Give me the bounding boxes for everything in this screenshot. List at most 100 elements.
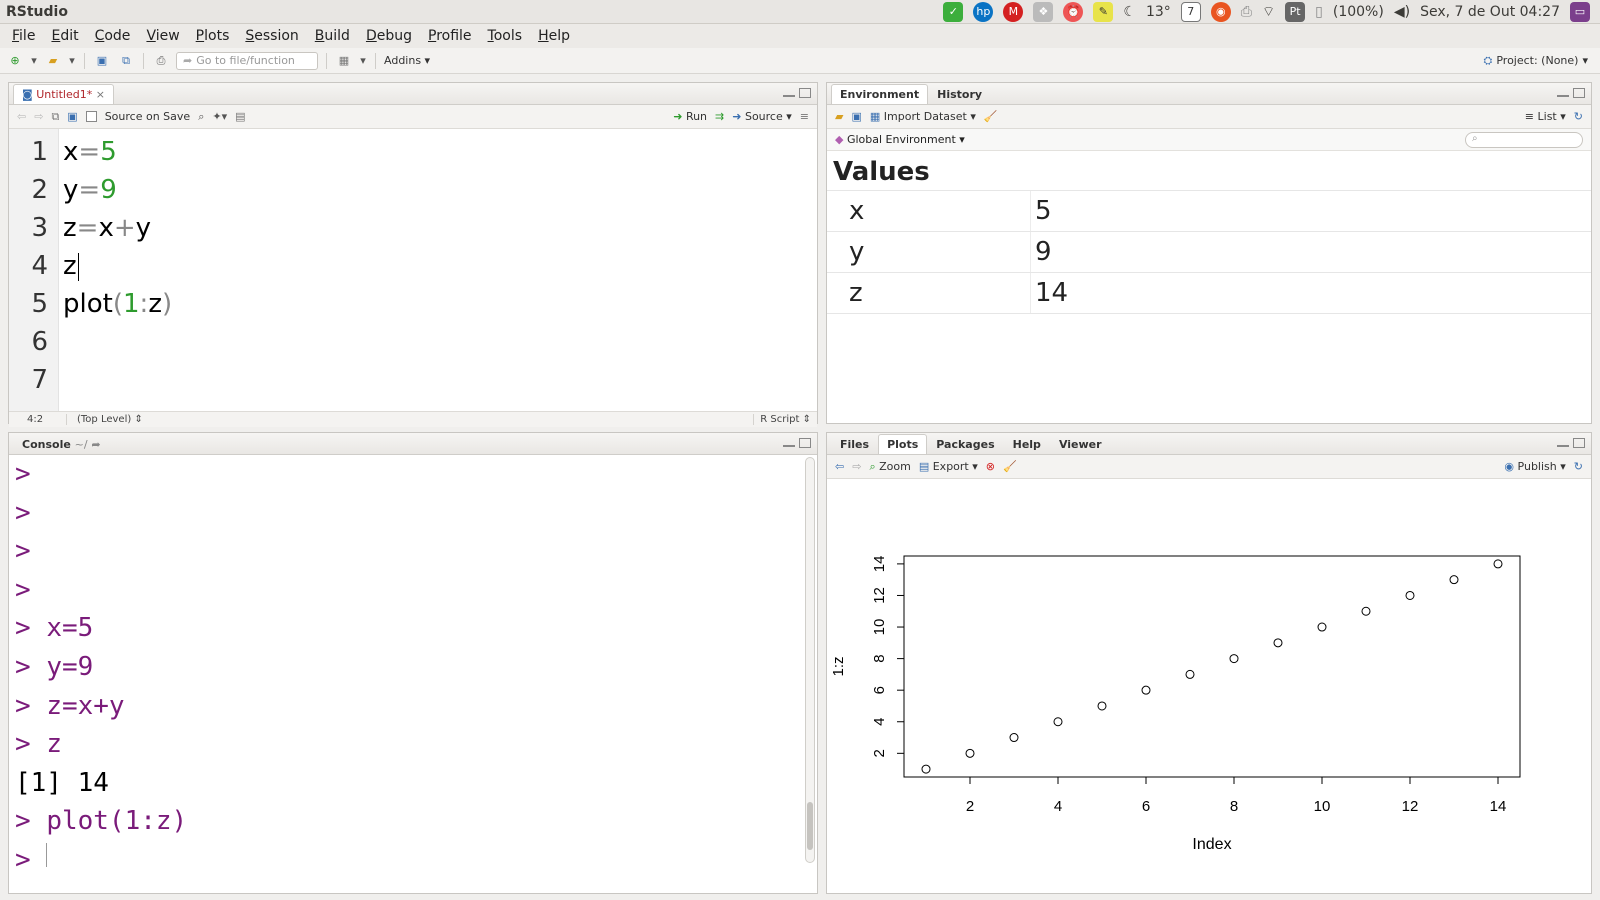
code-editor[interactable]: 1 2 3 4 5 6 7 x=5 y=9 z=x+y z plot(1:z) (9, 129, 817, 411)
save-workspace-icon[interactable]: ▣ (851, 110, 862, 123)
tab-environment[interactable]: Environment (831, 84, 929, 104)
maximize-icon[interactable] (799, 438, 811, 448)
tab-plots[interactable]: Plots (878, 434, 928, 454)
dropbox-icon[interactable]: ❖ (1033, 1, 1054, 22)
menu-session[interactable]: Session (245, 28, 299, 44)
minimize-icon[interactable] (783, 443, 795, 447)
open-file-icon[interactable]: ▰ (48, 54, 58, 67)
tab-untitled1[interactable]: ◙ Untitled1* × (13, 84, 114, 104)
clear-plots-broom-icon[interactable]: 🧹 (1003, 460, 1017, 473)
next-plot-icon[interactable]: ⇨ (852, 460, 862, 473)
printer-icon[interactable]: ⎙ (1240, 3, 1252, 20)
ubuntu-one-icon[interactable]: ◉ (1210, 1, 1231, 22)
load-workspace-icon[interactable]: ▰ (835, 110, 844, 123)
code-line-6[interactable] (63, 323, 172, 361)
tab-files[interactable]: Files (840, 438, 870, 451)
weather-temp[interactable]: 13° (1145, 3, 1171, 20)
maximize-icon[interactable] (1573, 88, 1585, 98)
view-mode-selector[interactable]: ≡ List ▾ (1524, 110, 1566, 123)
close-tab-icon[interactable]: × (95, 88, 105, 101)
menu-code[interactable]: Code (94, 28, 131, 44)
new-file-icon[interactable]: ⊕ (10, 54, 20, 67)
show-in-window-icon[interactable]: ⧉ (51, 109, 60, 123)
scrollbar-thumb[interactable] (807, 802, 813, 850)
search-icon[interactable]: ⌕ (198, 109, 205, 123)
new-file-dropdown-icon[interactable]: ▾ (31, 54, 37, 67)
publish-button[interactable]: ◉ Publish ▾ (1504, 460, 1566, 473)
save-all-icon[interactable]: ⧉ (122, 53, 130, 67)
print-icon[interactable]: ⎙ (156, 53, 166, 67)
clear-broom-icon[interactable]: 🧹 (983, 110, 998, 123)
menu-edit[interactable]: Edit (51, 28, 79, 44)
env-row[interactable]: x 5 (827, 191, 1591, 232)
layout-dropdown-icon[interactable]: ▾ (360, 54, 366, 67)
project-menu[interactable]: ⛭ Project: (None) ▾ (1484, 54, 1588, 68)
minimize-icon[interactable] (1557, 443, 1569, 447)
maximize-icon[interactable] (799, 88, 811, 98)
menu-plots[interactable]: Plots (195, 28, 230, 44)
source-button[interactable]: ➜ Source ▾ (732, 110, 792, 123)
zoom-button[interactable]: ⌕ Zoom (869, 460, 910, 474)
code-line-7[interactable] (63, 361, 172, 399)
forward-arrow-icon[interactable]: ⇨ (34, 110, 44, 123)
env-row[interactable]: y 9 (827, 232, 1591, 273)
go-to-directory-icon[interactable]: ➦ (91, 438, 101, 451)
refresh-plot-icon[interactable]: ↻ (1573, 460, 1583, 473)
console-output[interactable]: > > > > > x=5 > y=9 > z=x+y > z [1] 14 > plot… (9, 455, 817, 867)
menu-debug[interactable]: Debug (365, 28, 412, 44)
export-button[interactable]: ▤ Export ▾ (918, 460, 978, 473)
maximize-icon[interactable] (1573, 438, 1585, 448)
menu-help[interactable]: Help (538, 28, 570, 44)
compile-report-icon[interactable]: ▤ (235, 110, 246, 123)
addins-button[interactable]: Addins ▾ (384, 54, 431, 67)
scope-selector[interactable]: (Top Level) ⇕ (77, 414, 143, 425)
menu-profile[interactable]: Profile (428, 28, 472, 44)
code-line-2[interactable]: y=9 (63, 175, 117, 205)
tab-help[interactable]: Help (1012, 438, 1041, 451)
alarm-icon[interactable]: ⏰ (1063, 1, 1084, 22)
volume-icon[interactable]: ◀) (1393, 3, 1411, 20)
menu-file[interactable]: File (12, 28, 36, 44)
keyboard-layout[interactable]: Pt (1285, 1, 1306, 22)
battery-icon[interactable]: ▯ (1315, 3, 1323, 20)
refresh-icon[interactable]: ↻ (1573, 110, 1583, 123)
code-line-3[interactable]: z=x+y (63, 213, 152, 243)
tab-packages[interactable]: Packages (936, 438, 995, 451)
calendar-icon[interactable]: 7 (1180, 1, 1201, 22)
back-arrow-icon[interactable]: ⇦ (17, 110, 27, 123)
datetime[interactable]: Sex, 7 de Out 04:27 (1420, 3, 1560, 20)
remove-plot-icon[interactable]: ⊗ (985, 460, 995, 473)
hp-icon[interactable]: hp (973, 1, 994, 22)
environment-search-input[interactable]: ⌕ (1465, 131, 1583, 148)
tab-viewer[interactable]: Viewer (1058, 438, 1102, 451)
save-editor-icon[interactable]: ▣ (67, 110, 78, 123)
tab-history[interactable]: History (937, 88, 983, 101)
menu-view[interactable]: View (146, 28, 180, 44)
code-line-5[interactable]: plot(1:z) (63, 289, 173, 319)
open-file-dropdown-icon[interactable]: ▾ (69, 54, 75, 67)
mail-icon[interactable]: M (1003, 1, 1024, 22)
notes-icon[interactable]: ✎ (1093, 1, 1114, 22)
save-icon[interactable]: ▣ (96, 54, 108, 67)
code-lines[interactable]: x=5 y=9 z=x+y z plot(1:z) (59, 129, 172, 411)
session-icon[interactable]: ▭ (1570, 1, 1590, 22)
grid-layout-icon[interactable]: ▦ (338, 54, 350, 67)
minimize-icon[interactable] (1557, 93, 1569, 97)
source-on-save-checkbox[interactable] (85, 111, 97, 122)
console-scrollbar[interactable] (805, 457, 815, 863)
previous-plot-icon[interactable]: ⇦ (835, 460, 845, 473)
file-type-selector[interactable]: R Script ⇕ (753, 414, 817, 425)
code-line-4[interactable]: z (63, 251, 79, 281)
run-button[interactable]: ➜ Run (673, 110, 707, 123)
check-icon[interactable]: ✓ (943, 1, 964, 22)
import-dataset-button[interactable]: ▦ Import Dataset ▾ (869, 110, 976, 123)
wifi-icon[interactable]: ⌔ (1261, 3, 1276, 20)
environment-selector[interactable]: ◆ Global Environment ▾ (835, 133, 965, 146)
battery-level[interactable]: (100%) (1332, 3, 1384, 20)
rerun-icon[interactable]: ⇉ (715, 110, 725, 123)
goto-file-input[interactable]: ➦ Go to file/function (176, 51, 318, 70)
menu-build[interactable]: Build (314, 28, 350, 44)
code-line-1[interactable]: x=5 (63, 137, 117, 167)
code-tools-wand-icon[interactable]: ✦▾ (212, 110, 228, 123)
env-row[interactable]: z 14 (827, 273, 1591, 314)
